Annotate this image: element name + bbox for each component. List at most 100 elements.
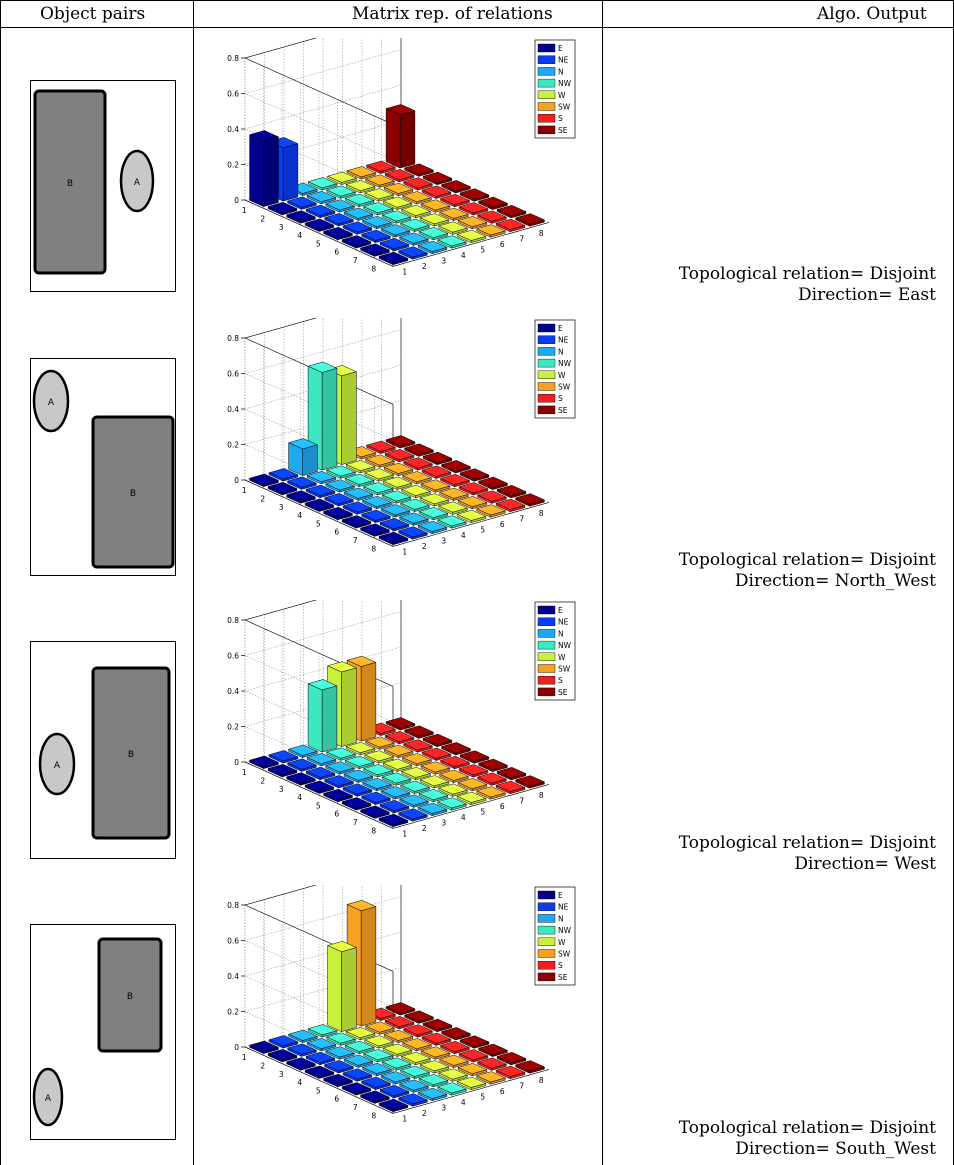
bar [325, 1032, 357, 1046]
svg-text:NE: NE [558, 618, 569, 627]
x-tick-label: 2 [260, 214, 265, 223]
bar [364, 736, 396, 750]
z-tick-label: 0.6 [227, 90, 239, 99]
bar [304, 498, 335, 512]
bar [456, 509, 487, 524]
bar [380, 1071, 411, 1085]
bar [360, 509, 392, 523]
bar [248, 755, 280, 769]
bar [362, 764, 394, 778]
legend-item: W [537, 937, 566, 947]
bar [380, 786, 411, 800]
bar [422, 171, 453, 186]
bar [400, 766, 432, 781]
object-a-shape [32, 369, 70, 433]
topological-relation-text: Topological relation= Disjoint [678, 833, 936, 853]
x-tick-label: 7 [353, 1103, 358, 1112]
bar [514, 1060, 546, 1074]
x-tick-label: 5 [316, 801, 321, 810]
legend-item: NE [537, 55, 569, 65]
z-tick-label: 0.8 [227, 616, 239, 625]
bar [402, 1024, 434, 1038]
x-tick-label: 1 [242, 768, 247, 777]
bar [285, 490, 317, 504]
svg-text:NE: NE [558, 903, 569, 912]
z-tick-label: 0.4 [227, 405, 239, 414]
bar [360, 229, 392, 243]
bar [305, 1051, 336, 1066]
bar [342, 501, 373, 515]
bar [268, 750, 299, 764]
direction-text: Direction= East [798, 285, 936, 305]
bar [360, 1076, 392, 1090]
matrix-bar-chart: 0 0.2 0.4 0.6 0.8 1 2 3 4 5 6 7 8 1 2 3 4 5 6 7 8 E NE N NW W SW S S… [205, 575, 595, 860]
header-rule [0, 27, 954, 28]
svg-text:NW: NW [558, 926, 572, 935]
svg-text:W: W [558, 371, 566, 380]
bar [440, 742, 472, 756]
bar [378, 531, 409, 546]
bar [383, 1029, 414, 1044]
bar-series [248, 655, 546, 828]
matrix-bar-chart: 0 0.2 0.4 0.6 0.8 1 2 3 4 5 6 7 8 1 2 3 4 5 6 7 8 E NE N NW W SW S S… [205, 860, 595, 1145]
bar [359, 523, 391, 537]
svg-text:N: N [558, 347, 564, 356]
bar [399, 498, 431, 512]
bar [304, 780, 335, 794]
bar [458, 1049, 489, 1063]
bar [381, 1057, 412, 1071]
column-divider-2 [602, 0, 603, 1165]
y-tick-label: 2 [422, 824, 427, 833]
bar [267, 202, 298, 216]
bar [345, 180, 376, 194]
legend-item: W [537, 652, 566, 662]
bar [459, 1035, 490, 1049]
bar [439, 1040, 471, 1055]
legend-item: SE [537, 972, 568, 982]
bar [304, 1065, 335, 1079]
legend-item: S [537, 393, 563, 403]
bar [475, 224, 507, 238]
x-tick-label: 5 [316, 239, 321, 248]
svg-text:E: E [558, 324, 563, 333]
bar [381, 490, 412, 504]
bar [380, 504, 411, 518]
bar [439, 473, 471, 488]
bar [248, 473, 280, 487]
bar [418, 789, 449, 803]
legend-item: SW [537, 949, 571, 959]
bar [421, 1032, 452, 1046]
bar [383, 462, 414, 477]
bar-series [248, 104, 546, 266]
bar [287, 1029, 319, 1043]
bar [341, 515, 372, 529]
x-tick-label: 6 [334, 528, 339, 537]
bar [422, 1018, 453, 1033]
y-tick-label: 7 [519, 235, 524, 244]
bar [323, 775, 355, 789]
bar [363, 188, 395, 202]
bar [344, 193, 375, 208]
bar [379, 238, 410, 252]
bar [306, 1038, 337, 1052]
bar [382, 758, 413, 772]
bar [495, 780, 526, 795]
bar [399, 218, 431, 232]
svg-text:N: N [558, 914, 564, 923]
bar [514, 213, 546, 227]
bar [439, 755, 471, 770]
bar [384, 731, 415, 745]
bar [307, 1024, 338, 1038]
x-tick-label: 8 [371, 544, 376, 553]
table-left-border [0, 0, 1, 1165]
bar [305, 766, 336, 781]
svg-text:E: E [558, 891, 563, 900]
y-tick-label: 2 [422, 1109, 427, 1118]
bar [286, 476, 318, 490]
svg-text:SE: SE [558, 688, 568, 697]
bar [456, 791, 487, 806]
legend-item: W [537, 370, 566, 380]
bar [341, 235, 372, 249]
object-a-label: A [54, 761, 61, 771]
